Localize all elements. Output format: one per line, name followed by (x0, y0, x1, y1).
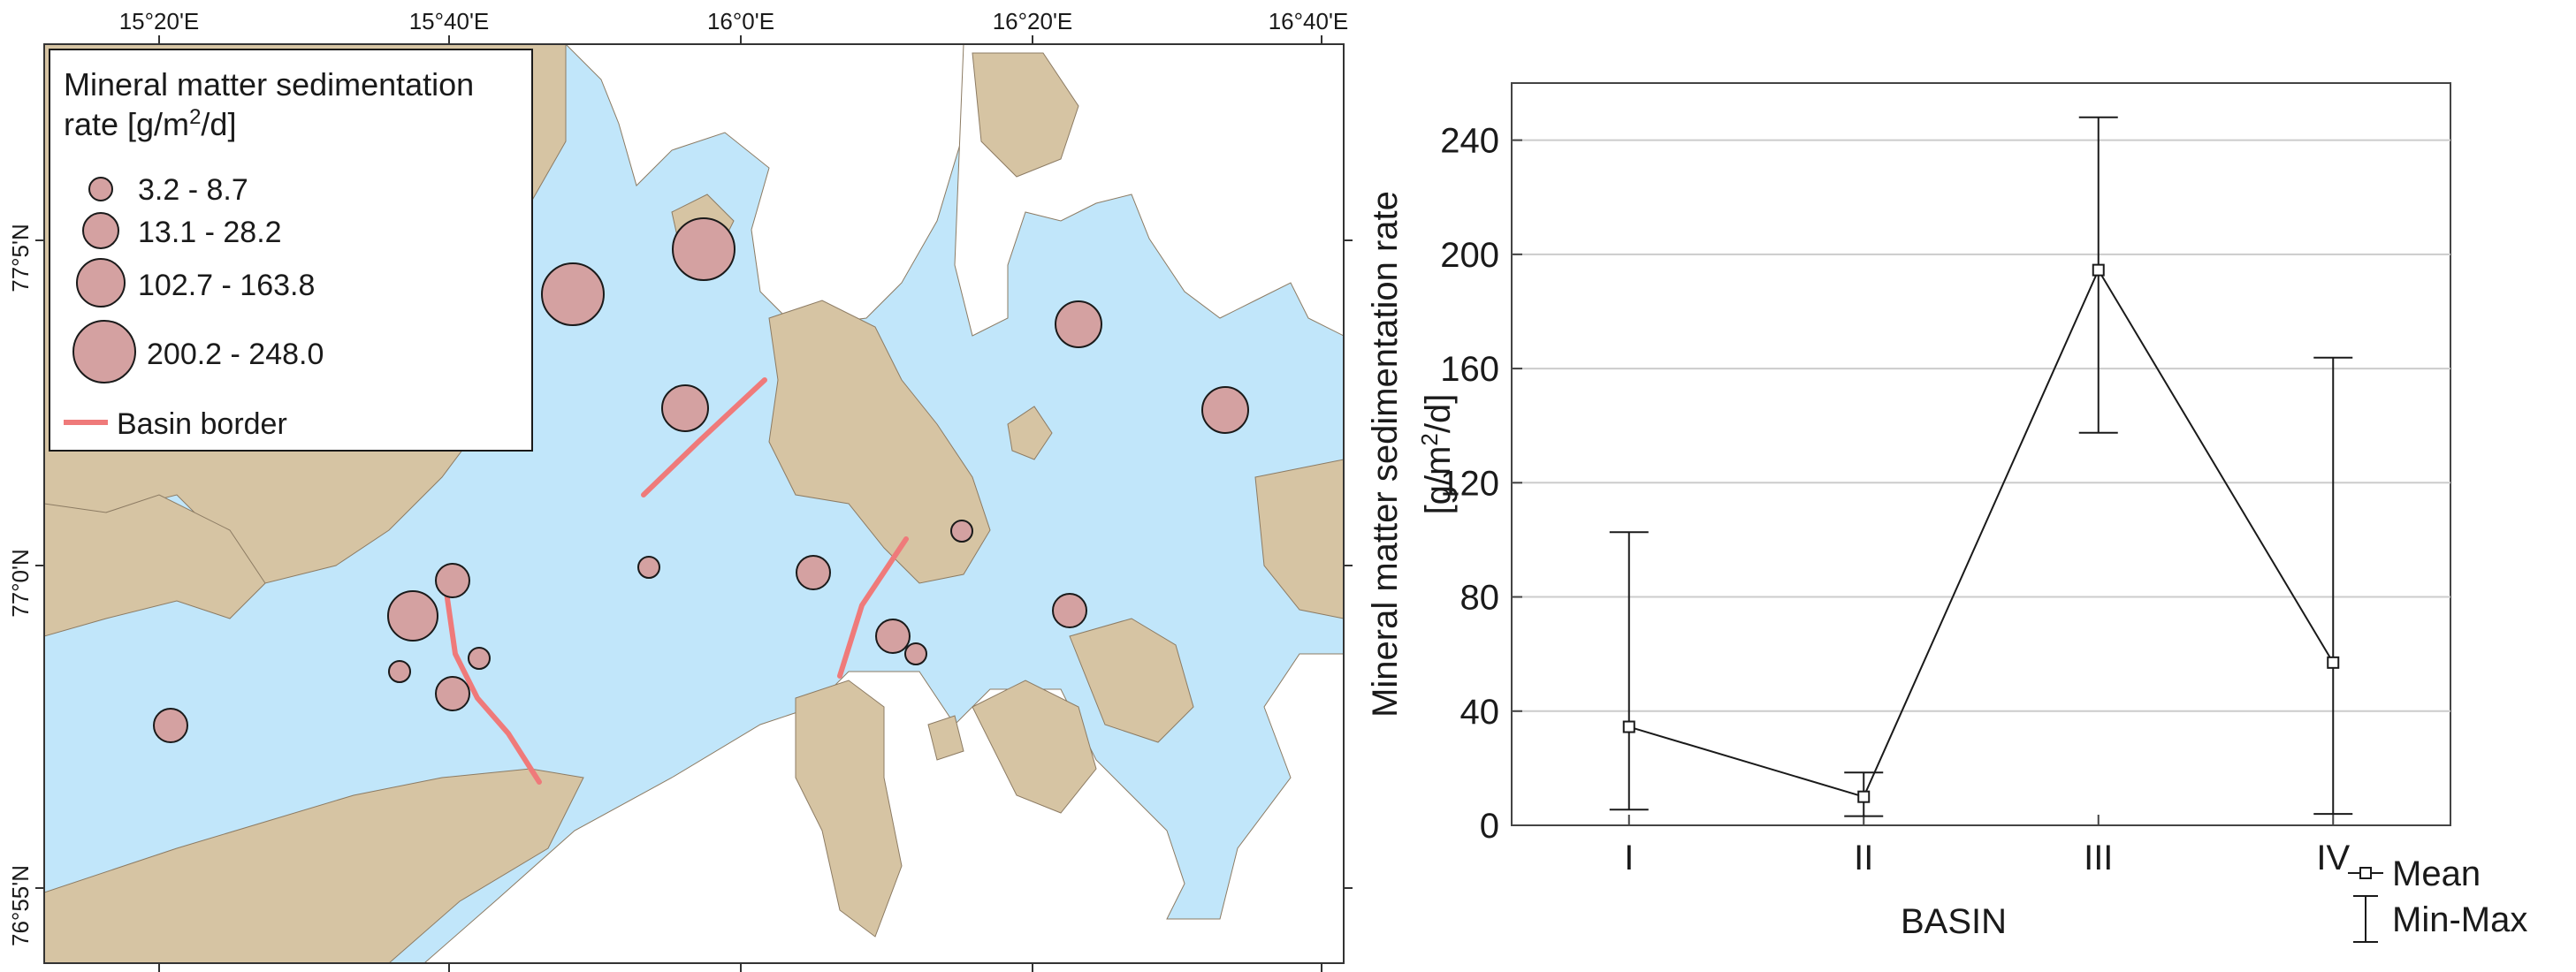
legend-box (49, 49, 533, 452)
land-north-central (565, 44, 964, 328)
x-tick-label: II (1854, 839, 1873, 877)
longitude-label: 16°20'E (993, 8, 1073, 34)
sampling-point (435, 563, 470, 598)
x-axis-ticks: I II III IV (1624, 815, 2350, 877)
land-east-peninsula (1069, 618, 1194, 743)
y-axis-ticks: 0 40 80 120 160 200 240 (1440, 122, 1522, 846)
sampling-point (468, 647, 491, 670)
y-tick-label: 200 (1440, 236, 1499, 275)
sampling-point (541, 262, 605, 326)
legend-title-line2: rate [g/m2/d] (64, 105, 236, 142)
x-axis-label: BASIN (1901, 902, 2007, 941)
land-west-coast (44, 494, 266, 637)
sampling-point (904, 642, 927, 665)
series-line-mean (1628, 268, 2335, 798)
sampling-point (796, 555, 831, 590)
legend-class-label: 3.2 - 8.7 (138, 173, 248, 207)
chart-legend: Mean Min-Max (2348, 854, 2527, 943)
x-tick-label: IV (2316, 839, 2350, 877)
longitude-labels: 15°20'E 15°40'E 16°0'E 16°20'E 16°40'E (119, 8, 1349, 34)
map-legend: Mineral matter sedimentation rate [g/m2/… (49, 49, 533, 452)
x-tick-label: III (2084, 839, 2113, 877)
latitude-label: 77°0'N (7, 549, 34, 618)
chart-panel: 0 40 80 120 160 200 240 I II III IV BASIN Mineral… (1353, 0, 2576, 972)
plot-area (1511, 82, 2451, 826)
y-tick-label: 120 (1440, 464, 1499, 503)
legend-symbol-xlarge (72, 320, 136, 383)
y-tick-label: 240 (1440, 122, 1499, 161)
sampling-point (1201, 386, 1249, 434)
data-point-mean (2327, 656, 2340, 669)
latitude-label: 77°5'N (7, 224, 34, 292)
sampling-point (637, 556, 660, 579)
sampling-point (388, 660, 411, 683)
map-svg: 15°20'E 15°40'E 16°0'E 16°20'E 16°40'E 7… (7, 8, 1353, 972)
sampling-point (153, 708, 188, 743)
y-axis-label-line2: [g/m2/d] (1416, 394, 1458, 515)
legend-mean-marker (2359, 867, 2372, 879)
sampling-point (387, 590, 438, 642)
series-layer (1622, 263, 2340, 803)
graticule-ticks (35, 35, 1353, 972)
basin-border-line (837, 536, 909, 679)
sampling-point (435, 676, 470, 711)
longitude-label: 16°40'E (1269, 8, 1349, 34)
latitude-label: 76°55'N (7, 865, 34, 946)
land-island-2 (1007, 406, 1053, 460)
y-tick-label: 40 (1460, 693, 1500, 732)
land-east (1254, 459, 1344, 619)
legend-class-label: 13.1 - 28.2 (138, 216, 282, 249)
sampling-point (661, 384, 709, 432)
x-tick-label: I (1624, 839, 1634, 877)
map-panel: 15°20'E 15°40'E 16°0'E 16°20'E 16°40'E 7… (7, 8, 1353, 972)
legend-border-label: Basin border (117, 407, 287, 441)
basin-border-line (444, 589, 542, 785)
y-tick-label: 0 (1480, 807, 1499, 846)
data-point-mean (1622, 720, 1635, 733)
legend-class-label: 200.2 - 248.0 (147, 338, 324, 371)
y-tick-label: 80 (1460, 579, 1500, 618)
data-point-mean (1857, 790, 1871, 803)
legend-title-line1: Mineral matter sedimentation (64, 66, 474, 103)
y-axis-label-line1: Mineral matter sedimentation rate (1366, 191, 1405, 718)
legend-symbol-large (76, 258, 126, 308)
land-south-brown (44, 768, 584, 963)
sampling-point (950, 520, 973, 543)
land-south-east (972, 680, 1097, 814)
legend-class-label: 102.7 - 163.8 (138, 269, 315, 302)
land-central-peninsula (768, 300, 991, 584)
longitude-label: 16°0'E (707, 8, 774, 34)
land-island-3 (927, 715, 964, 761)
legend-mean-label: Mean (2392, 854, 2481, 893)
land-south-central (795, 680, 903, 938)
longitude-label: 15°40'E (409, 8, 490, 34)
basin-borders (444, 377, 909, 785)
error-bar (2313, 356, 2353, 816)
legend-minmax-label: Min-Max (2392, 900, 2527, 939)
sampling-point (875, 619, 911, 654)
longitude-label: 15°20'E (119, 8, 200, 34)
map-frame (43, 43, 1345, 964)
error-bar (1609, 531, 1649, 811)
latitude-labels: 77°5'N 77°0'N 76°55'N (7, 224, 34, 946)
y-tick-label: 160 (1440, 350, 1499, 389)
sampling-points (153, 217, 1249, 743)
sampling-point (672, 217, 735, 281)
legend-symbol-medium (82, 212, 119, 249)
land-north-east-brown (972, 52, 1079, 178)
sampling-point (1055, 300, 1102, 348)
sampling-point (1052, 593, 1087, 628)
data-point-mean (2092, 263, 2105, 277)
basin-border-line (641, 377, 767, 497)
legend-symbol-small (88, 177, 113, 201)
